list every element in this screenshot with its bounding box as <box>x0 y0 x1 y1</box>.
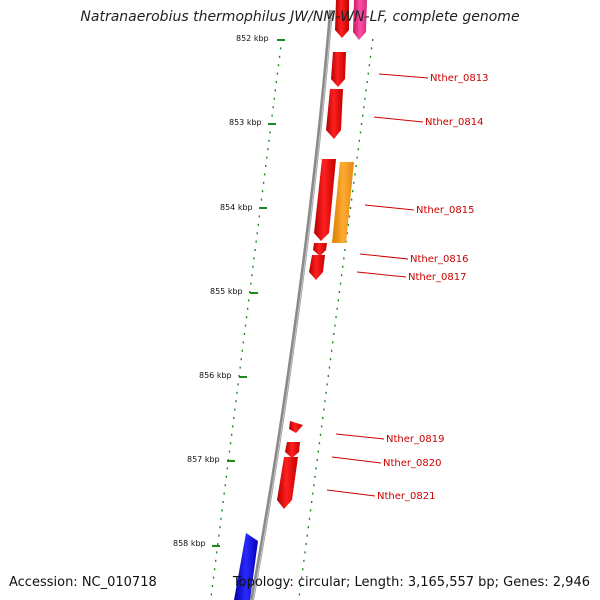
kbp-label-858: 858 kbp <box>173 539 206 548</box>
gene-nther-0814[interactable] <box>326 89 343 139</box>
kbp-label-852: 852 kbp <box>236 34 269 43</box>
kbp-label-853: 853 kbp <box>229 118 262 127</box>
gene-pink[interactable] <box>353 0 367 40</box>
gene-nther-0820[interactable] <box>285 442 300 458</box>
kbp-label-857: 857 kbp <box>187 455 220 464</box>
gene-labels: Nther_0813 Nther_0814 Nther_0815 Nther_0… <box>377 73 488 502</box>
gene-nther-0821[interactable] <box>277 457 298 509</box>
gene-label-nther-0820[interactable]: Nther_0820 <box>383 458 441 469</box>
kbp-label-854: 854 kbp <box>220 203 253 212</box>
gene-label-nther-0821[interactable]: Nther_0821 <box>377 491 435 502</box>
gene-label-leaders <box>326 73 429 497</box>
genome-summary: Topology: circular; Length: 3,165,557 bp… <box>232 575 590 590</box>
kbp-axis-labels: 852 kbp 853 kbp 854 kbp 855 kbp 856 kbp … <box>173 34 269 548</box>
gene-label-nther-0816[interactable]: Nther_0816 <box>410 254 468 265</box>
gene-top-partial[interactable] <box>335 0 349 38</box>
gene-nther-0813[interactable] <box>331 52 346 87</box>
accession-text: Accession: NC_010718 <box>9 575 157 590</box>
gene-orange[interactable] <box>332 162 354 243</box>
gene-label-nther-0819[interactable]: Nther_0819 <box>386 434 444 445</box>
genome-backbone-highlight <box>252 9 333 600</box>
gene-nther-0815[interactable] <box>314 159 336 241</box>
gene-label-nther-0814[interactable]: Nther_0814 <box>425 117 483 128</box>
kbp-major-ticks <box>212 39 285 547</box>
right-tick-track <box>298 39 374 596</box>
gene-label-nther-0817[interactable]: Nther_0817 <box>408 272 466 283</box>
gene-nther-0817[interactable] <box>309 255 325 280</box>
gene-nther-0816[interactable] <box>313 243 327 256</box>
gene-nther-0819[interactable] <box>289 421 303 433</box>
genome-title: Natranaerobius thermophilus JW/NM-WN-LF,… <box>80 9 520 25</box>
genome-backbone <box>250 9 333 600</box>
left-tick-track <box>210 39 283 596</box>
gene-features <box>234 0 367 600</box>
gene-blue[interactable] <box>234 533 258 600</box>
kbp-label-855: 855 kbp <box>210 287 243 296</box>
kbp-label-856: 856 kbp <box>199 371 232 380</box>
gene-label-nther-0813[interactable]: Nther_0813 <box>430 73 488 84</box>
gene-label-nther-0815[interactable]: Nther_0815 <box>416 205 474 216</box>
